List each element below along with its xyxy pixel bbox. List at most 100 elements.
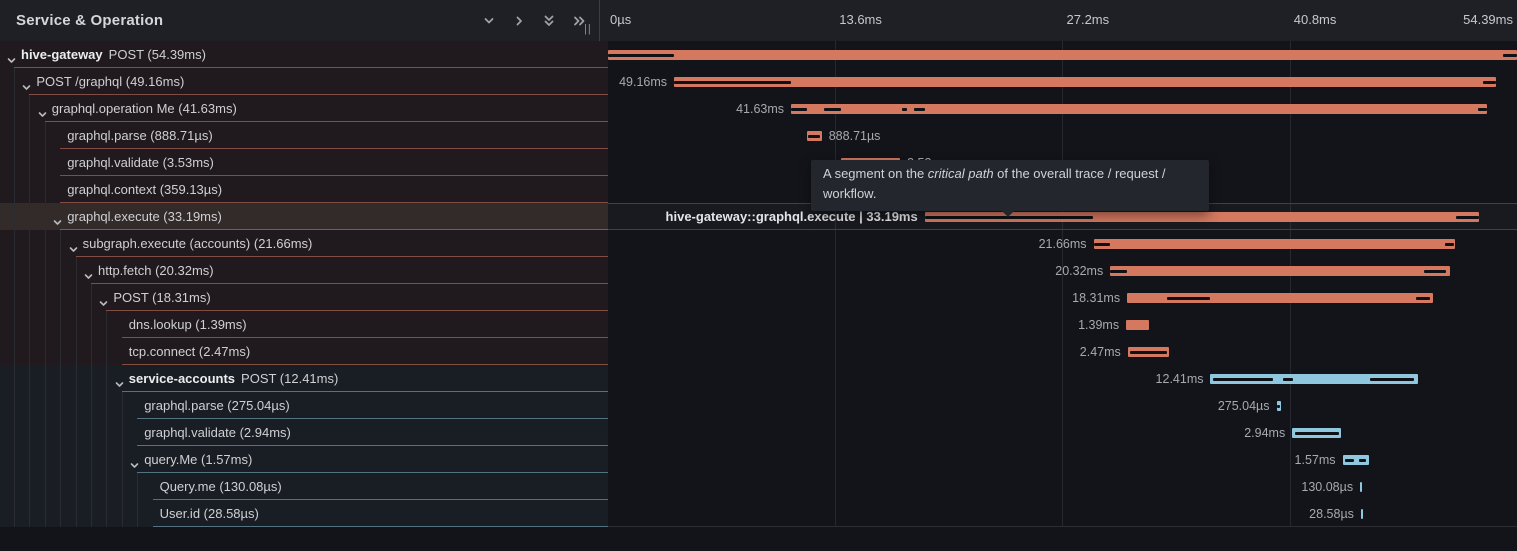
span-name-cell[interactable]: query.Me (1.57ms)	[0, 446, 608, 473]
row-chevron-down-icon[interactable]	[53, 213, 62, 231]
critical-path-segment	[608, 53, 675, 57]
service-operation-header: Service & Operation ||	[0, 0, 608, 41]
span-name-cell[interactable]: service-accounts POST (12.41ms)	[0, 365, 608, 392]
tree-indent-guide	[29, 122, 31, 149]
tree-indent-guide	[14, 230, 15, 257]
service-name: hive-gateway	[21, 47, 103, 62]
tree-indent-guide	[60, 392, 62, 419]
tree-indent-guide	[91, 365, 92, 392]
tree-indent-guide	[106, 419, 108, 446]
span-duration-label: 1.39ms	[1078, 318, 1120, 332]
span-bar[interactable]	[1292, 428, 1342, 438]
span-name-cell[interactable]: POST /graphql (49.16ms)	[0, 68, 608, 95]
span-bar[interactable]	[1093, 239, 1456, 249]
tree-indent-guide	[14, 149, 15, 176]
span-bar[interactable]	[924, 212, 1480, 222]
row-underline	[75, 256, 608, 257]
row-chevron-down-icon[interactable]	[84, 267, 93, 285]
span-bar[interactable]	[1126, 320, 1150, 330]
tree-indent-guide	[91, 338, 92, 365]
span-name-cell[interactable]: graphql.execute (33.19ms)	[0, 203, 608, 230]
critical-path-segment	[1370, 377, 1414, 381]
tree-indent-guide	[44, 392, 46, 419]
row-underline	[91, 283, 608, 284]
timeline-ruler: 0µs 13.6ms 27.2ms 40.8ms 54.39ms	[608, 0, 1517, 41]
span-bar[interactable]	[1342, 455, 1369, 465]
critical-path-segment	[1110, 269, 1128, 273]
span-name-cell[interactable]: User.id (28.58µs)	[0, 500, 608, 527]
span-duration-label: 12.41ms	[1155, 372, 1204, 386]
span-bar[interactable]	[791, 104, 1487, 114]
span-bar[interactable]	[806, 131, 822, 141]
row-chevron-down-icon[interactable]	[115, 375, 124, 393]
tree-indent-guide	[29, 365, 31, 392]
tree-indent-guide	[91, 446, 92, 473]
span-label: graphql.validate (2.94ms)	[144, 425, 291, 440]
span-timeline-cell: 28.58µs	[608, 500, 1517, 527]
tree-indent-guide	[75, 338, 77, 365]
span-name-cell[interactable]: POST (18.31ms)	[0, 284, 608, 311]
span-name-cell[interactable]: subgraph.execute (accounts) (21.66ms)	[0, 230, 608, 257]
span-bar[interactable]	[1127, 347, 1170, 357]
span-name-cell[interactable]: graphql.parse (888.71µs)	[0, 122, 608, 149]
span-duration-label: 2.47ms	[1079, 345, 1121, 359]
panel-resize-handle[interactable]: ||	[584, 23, 592, 35]
span-bar[interactable]	[1276, 401, 1282, 411]
span-name-cell[interactable]: Query.me (130.08µs)	[0, 473, 608, 500]
span-name-cell[interactable]: graphql.parse (275.04µs)	[0, 392, 608, 419]
row-underline	[44, 121, 608, 122]
chevron-right-icon[interactable]	[511, 13, 526, 28]
tree-indent-guide	[60, 419, 62, 446]
tree-indent-guide	[29, 392, 31, 419]
span-name-cell[interactable]: http.fetch (20.32ms)	[0, 257, 608, 284]
span-row: hive-gateway POST (54.39ms)	[0, 41, 1517, 68]
tree-indent-guide	[44, 257, 46, 284]
critical-path-segment	[914, 107, 925, 111]
chevrons-down-icon[interactable]	[541, 13, 556, 28]
span-bar[interactable]	[1210, 374, 1418, 384]
tree-indent-guide	[14, 176, 15, 203]
span-bar[interactable]	[674, 77, 1496, 87]
chevrons-right-icon[interactable]	[571, 13, 586, 28]
row-chevron-down-icon[interactable]	[69, 240, 78, 258]
row-chevron-down-icon[interactable]	[99, 294, 108, 312]
critical-path-segment	[1294, 431, 1339, 435]
span-bar[interactable]	[608, 50, 1517, 60]
tree-indent-guide	[44, 338, 46, 365]
tree-indent-guide	[91, 311, 92, 338]
span-label: hive-gateway POST (54.39ms)	[21, 47, 206, 62]
span-label: Query.me (130.08µs)	[159, 479, 282, 494]
span-name-cell[interactable]: tcp.connect (2.47ms)	[0, 338, 608, 365]
span-duration-label: 41.63ms	[736, 102, 785, 116]
ruler-tick-label: 54.39ms	[1463, 12, 1513, 27]
row-chevron-down-icon[interactable]	[130, 456, 139, 474]
span-name-cell[interactable]: graphql.context (359.13µs)	[0, 176, 608, 203]
span-timeline-cell: 1.57ms	[608, 446, 1517, 473]
critical-path-tooltip: A segment on the critical path of the ov…	[811, 160, 1209, 217]
span-name-cell[interactable]: dns.lookup (1.39ms)	[0, 311, 608, 338]
row-chevron-down-icon[interactable]	[38, 105, 47, 123]
row-underline	[29, 94, 608, 95]
span-name-cell[interactable]: graphql.operation Me (41.63ms)	[0, 95, 608, 122]
critical-path-segment	[1166, 296, 1210, 300]
span-name-cell[interactable]: graphql.validate (2.94ms)	[0, 419, 608, 446]
row-chevron-down-icon[interactable]	[7, 51, 16, 69]
span-name-cell[interactable]: hive-gateway POST (54.39ms)	[0, 41, 608, 68]
tree-indent-guide	[44, 365, 46, 392]
span-bar[interactable]	[1360, 482, 1363, 492]
row-chevron-down-icon[interactable]	[22, 78, 31, 96]
hovered-span-full-label: hive-gateway::graphql.execute | 33.19ms	[665, 209, 918, 224]
chevron-down-icon[interactable]	[481, 13, 496, 28]
span-bar[interactable]	[1127, 293, 1434, 303]
span-bar[interactable]	[1110, 266, 1450, 276]
span-timeline-cell: 12.41ms	[608, 365, 1517, 392]
tree-indent-guide	[29, 419, 31, 446]
span-timeline-cell: 49.16ms	[608, 68, 1517, 95]
span-timeline-cell: hive-gateway::graphql.execute | 33.19ms	[608, 203, 1517, 230]
tree-indent-guide	[44, 500, 46, 527]
critical-path-segment	[1212, 377, 1273, 381]
span-timeline-cell	[608, 41, 1517, 68]
span-name-cell[interactable]: graphql.validate (3.53ms)	[0, 149, 608, 176]
span-bar[interactable]	[1360, 509, 1363, 519]
